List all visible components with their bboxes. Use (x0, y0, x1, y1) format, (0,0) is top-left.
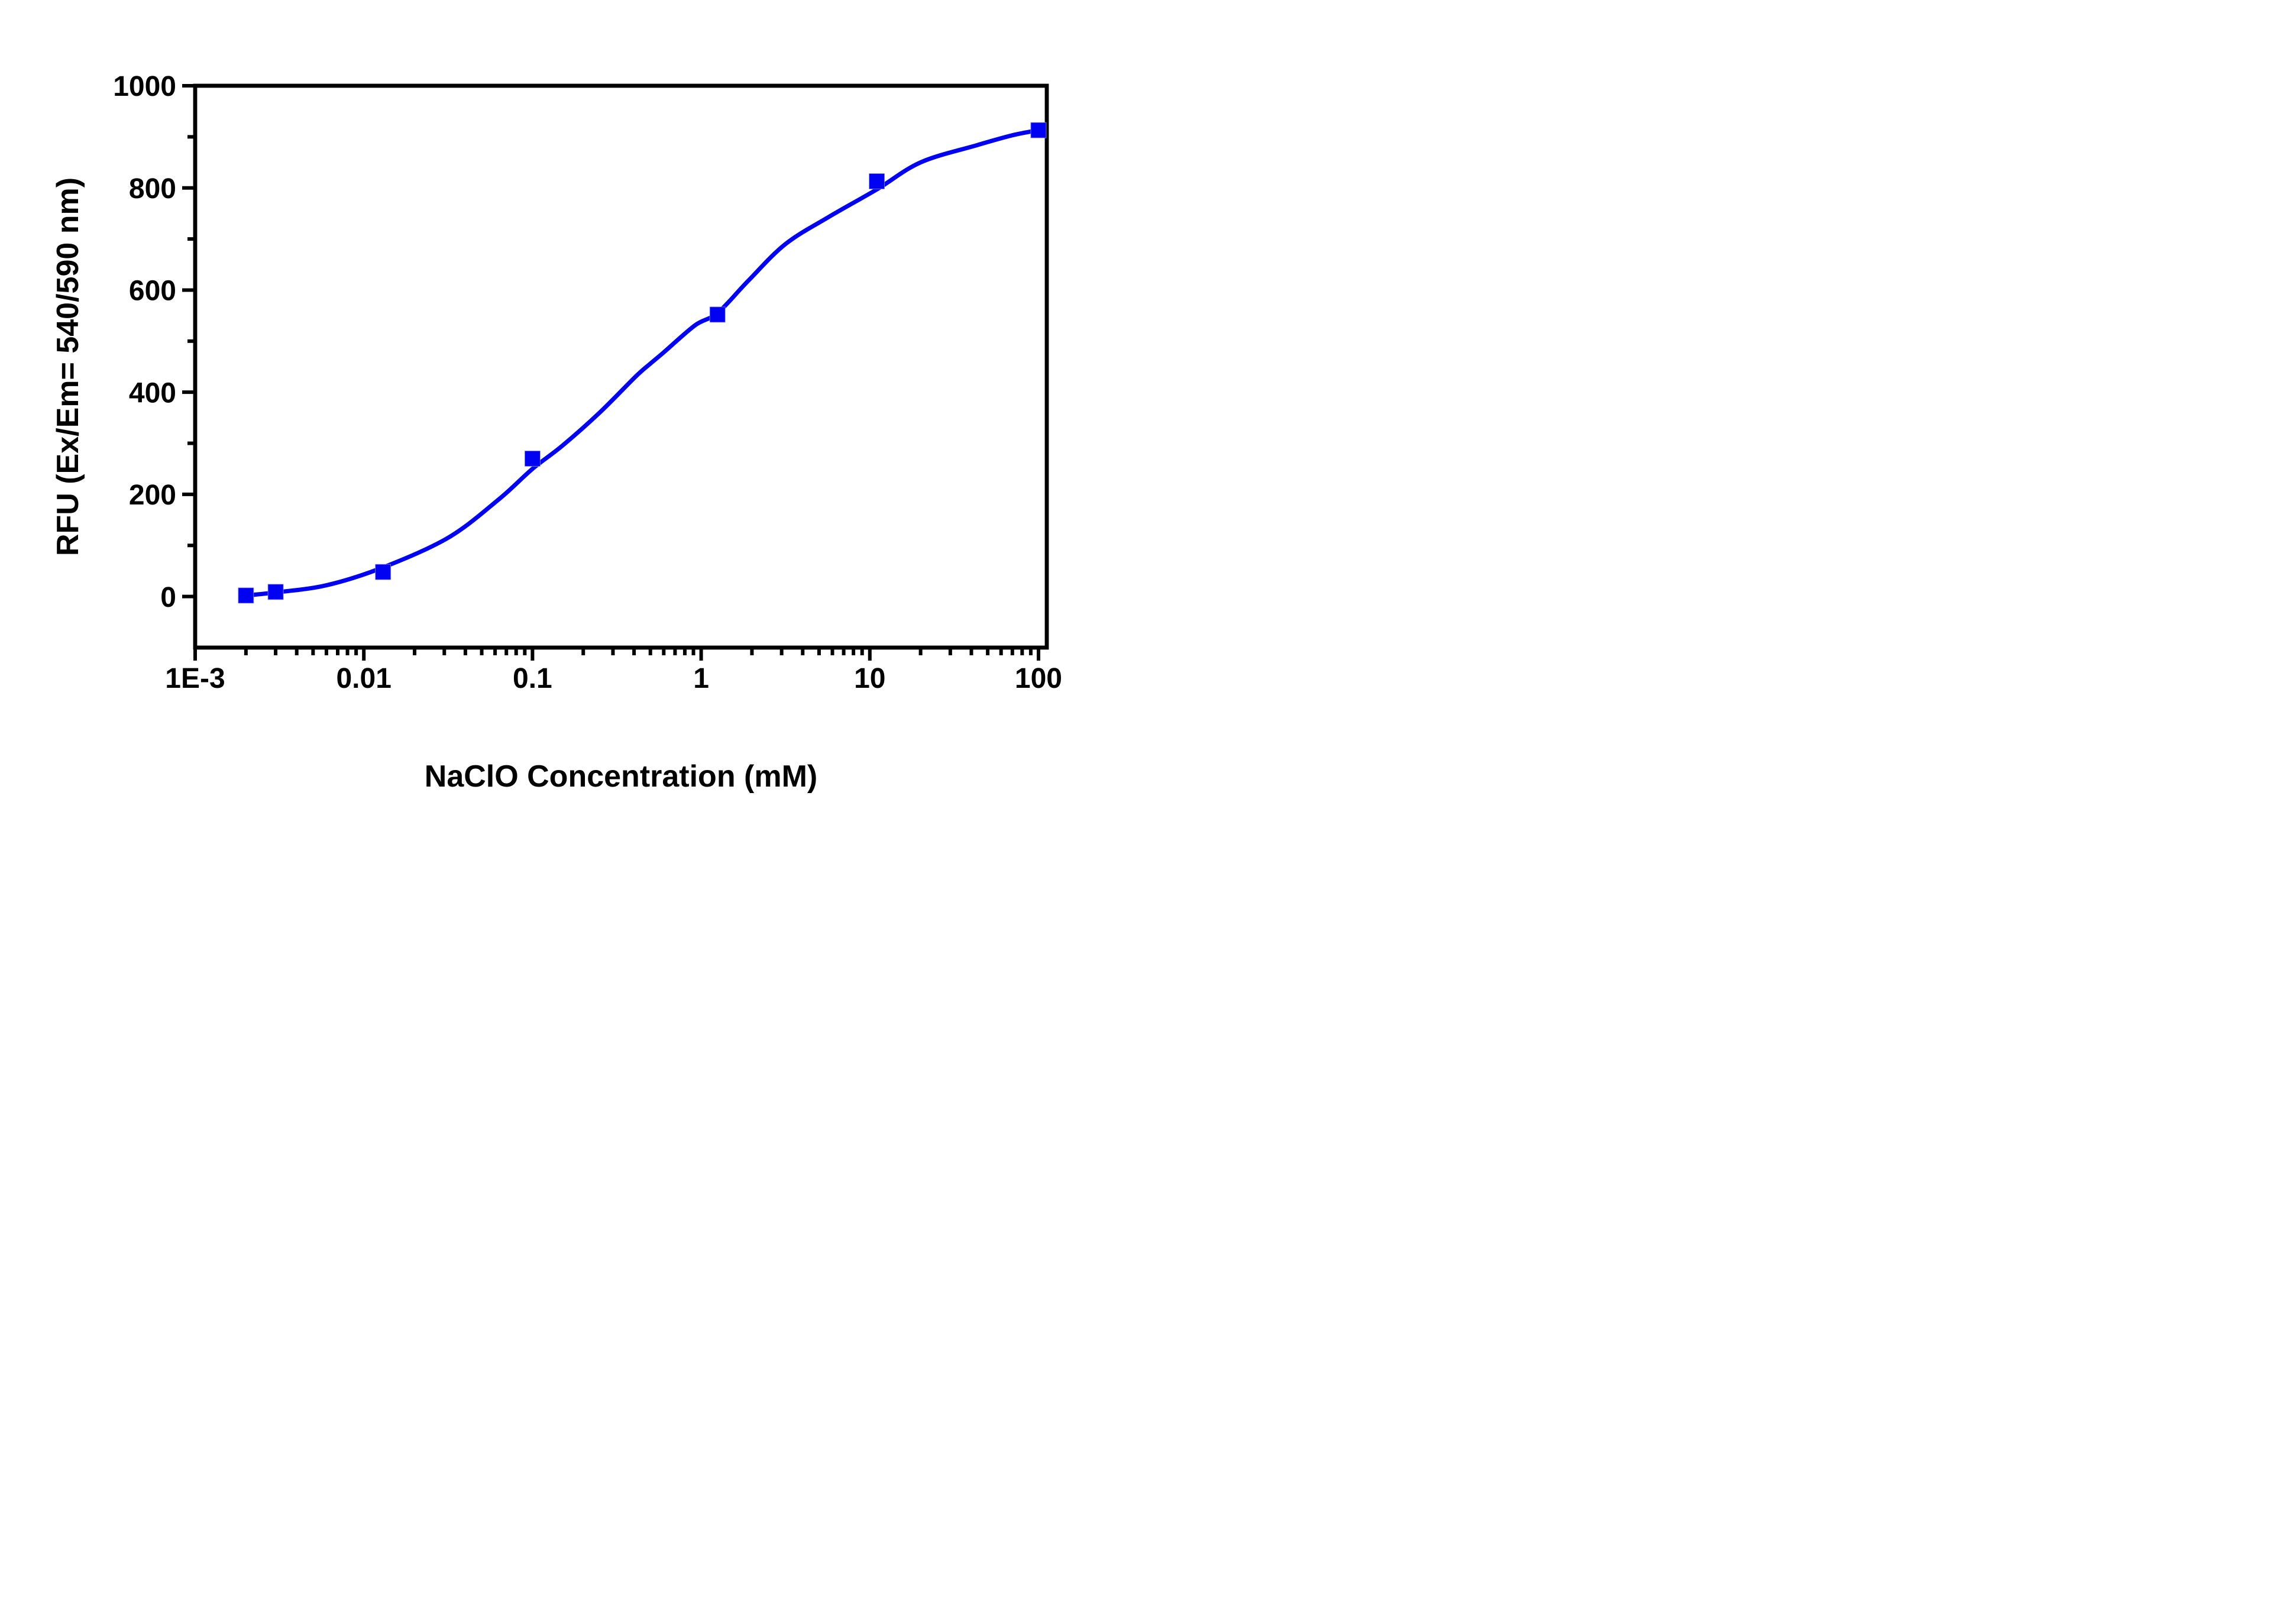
y-tick-label: 200 (129, 480, 176, 511)
y-axis-title: RFU (Ex/Em= 540/590 nm) (51, 177, 85, 556)
data-point (267, 584, 284, 600)
fit-curve (244, 128, 1041, 598)
x-tick-label: 0.1 (513, 663, 552, 694)
data-point (524, 451, 541, 467)
data-point (1030, 122, 1047, 138)
y-tick-label: 0 (160, 582, 176, 613)
x-tick-label: 1E-3 (165, 663, 225, 694)
x-axis-title: NaClO Concentration (mM) (425, 759, 817, 794)
y-tick-label: 600 (129, 276, 176, 307)
data-point (869, 173, 885, 189)
y-tick-label: 800 (129, 173, 176, 205)
y-tick-label: 1000 (113, 71, 176, 102)
x-tick-label: 10 (854, 663, 885, 694)
plot-frame (193, 83, 1049, 650)
data-point (709, 306, 726, 323)
chart-canvas: 0 200 400 600 800 1000 1E-3 0.01 0.1 1 10 100 NaClO… (51, 71, 1062, 794)
x-tick-label: 1 (693, 663, 709, 694)
x-tick-label: 100 (1015, 663, 1062, 694)
x-tick-label: 0.01 (336, 663, 391, 694)
y-tick-label: 400 (129, 377, 176, 409)
data-point (238, 587, 254, 604)
data-point (375, 564, 392, 580)
figure: 0 200 400 600 800 1000 1E-3 0.01 0.1 1 10 100 NaClO… (0, 0, 1136, 812)
